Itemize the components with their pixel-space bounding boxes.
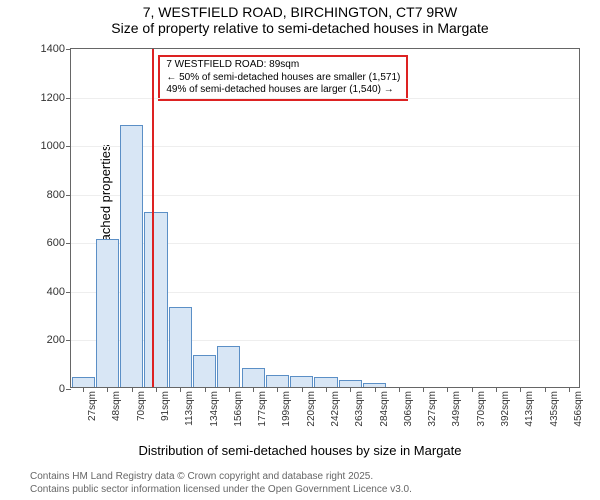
x-tickmark (302, 387, 303, 392)
x-tick-label: 263sqm (354, 391, 365, 427)
x-tickmark (423, 387, 424, 392)
x-tickmark (496, 387, 497, 392)
x-tick-label: 284sqm (379, 391, 390, 427)
x-tick-label: 48sqm (111, 391, 122, 421)
plot-area: 7 WESTFIELD ROAD: 89sqm ← 50% of semi-de… (70, 48, 580, 388)
x-tickmark (545, 387, 546, 392)
x-tick-label: 70sqm (136, 391, 147, 421)
chart-title-desc: Size of property relative to semi-detach… (0, 20, 600, 36)
x-tickmark (180, 387, 181, 392)
x-tickmark (375, 387, 376, 392)
property-size-chart: 7, WESTFIELD ROAD, BIRCHINGTON, CT7 9RW … (0, 0, 600, 500)
x-tick-label: 177sqm (257, 391, 268, 427)
marker-callout: 7 WESTFIELD ROAD: 89sqm ← 50% of semi-de… (158, 55, 408, 101)
credits-line-2: Contains public sector information licen… (30, 483, 590, 496)
y-tickmark (66, 146, 71, 147)
x-tickmark (107, 387, 108, 392)
y-tickmark (66, 243, 71, 244)
gridline (71, 146, 579, 147)
histogram-bar (120, 125, 143, 387)
y-tickmark (66, 195, 71, 196)
histogram-bar (193, 355, 216, 387)
x-tickmark (350, 387, 351, 392)
y-tick-label: 200 (47, 334, 65, 346)
x-tickmark (326, 387, 327, 392)
x-tickmark (229, 387, 230, 392)
chart-titles: 7, WESTFIELD ROAD, BIRCHINGTON, CT7 9RW … (0, 4, 600, 36)
histogram-bar (314, 377, 337, 387)
x-tickmark (447, 387, 448, 392)
x-tickmark (277, 387, 278, 392)
histogram-bar (266, 375, 289, 387)
x-tick-label: 220sqm (306, 391, 317, 427)
y-tick-label: 600 (47, 237, 65, 249)
x-tick-label: 435sqm (549, 391, 560, 427)
callout-line-3: 49% of semi-detached houses are larger (… (166, 84, 400, 97)
x-tick-label: 370sqm (476, 391, 487, 427)
histogram-bar (169, 307, 192, 387)
x-tick-label: 199sqm (281, 391, 292, 427)
marker-line (152, 49, 154, 387)
y-tick-label: 1000 (41, 140, 65, 152)
histogram-bar (339, 380, 362, 387)
histogram-bar (144, 212, 167, 387)
gridline (71, 98, 579, 99)
chart-title-address: 7, WESTFIELD ROAD, BIRCHINGTON, CT7 9RW (0, 4, 600, 20)
x-tick-label: 27sqm (87, 391, 98, 421)
credits-line-1: Contains HM Land Registry data © Crown c… (30, 470, 590, 483)
histogram-bar (290, 376, 313, 387)
y-tick-label: 400 (47, 286, 65, 298)
x-tickmark (399, 387, 400, 392)
x-tickmark (205, 387, 206, 392)
credits: Contains HM Land Registry data © Crown c… (30, 470, 590, 496)
x-tickmark (132, 387, 133, 392)
histogram-bar (217, 346, 240, 387)
x-axis-label: Distribution of semi-detached houses by … (0, 443, 600, 458)
histogram-bar (242, 368, 265, 387)
x-tickmark (569, 387, 570, 392)
x-tick-label: 392sqm (500, 391, 511, 427)
histogram-bar (72, 377, 95, 387)
x-tickmark (156, 387, 157, 392)
y-tickmark (66, 292, 71, 293)
x-tick-label: 327sqm (427, 391, 438, 427)
x-tickmark (83, 387, 84, 392)
x-tick-label: 349sqm (451, 391, 462, 427)
y-tick-label: 0 (59, 383, 65, 395)
y-tick-label: 1400 (41, 43, 65, 55)
y-tick-label: 800 (47, 189, 65, 201)
x-tick-label: 456sqm (573, 391, 584, 427)
x-tick-label: 242sqm (330, 391, 341, 427)
x-tickmark (520, 387, 521, 392)
x-tick-label: 306sqm (403, 391, 414, 427)
x-tick-label: 156sqm (233, 391, 244, 427)
callout-line-2: ← 50% of semi-detached houses are smalle… (166, 72, 400, 85)
histogram-bar (96, 239, 119, 387)
x-tick-label: 91sqm (160, 391, 171, 421)
x-tick-label: 134sqm (209, 391, 220, 427)
gridline (71, 195, 579, 196)
y-tickmark (66, 98, 71, 99)
y-tickmark (66, 340, 71, 341)
y-tickmark (66, 389, 71, 390)
x-tick-label: 113sqm (184, 391, 195, 426)
x-tick-label: 413sqm (524, 391, 535, 427)
y-tick-label: 1200 (41, 92, 65, 104)
y-tickmark (66, 49, 71, 50)
callout-line-1: 7 WESTFIELD ROAD: 89sqm (166, 59, 400, 72)
x-tickmark (472, 387, 473, 392)
x-tickmark (253, 387, 254, 392)
